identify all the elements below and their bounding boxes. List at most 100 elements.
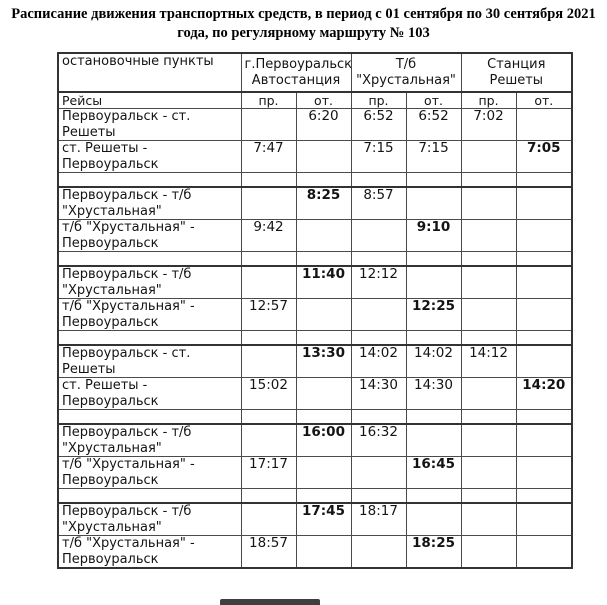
spacer-cell	[295, 172, 352, 188]
time-cell: 18:25	[405, 535, 462, 569]
spacer-row	[57, 330, 573, 346]
time-cell	[295, 377, 352, 410]
time-cell: 7:15	[350, 140, 407, 173]
schedule-row: ст. Решеты - Первоуральск 15:02 14:30 14:30…	[57, 377, 573, 410]
time-cell	[460, 456, 517, 489]
time-cell	[405, 502, 462, 536]
spacer-cell	[350, 488, 407, 504]
schedule-row: Первоуральск - т/б "Хрустальная" 8:25 8:57	[57, 186, 573, 220]
spacer-cell	[405, 488, 462, 504]
spacer-cell	[405, 172, 462, 188]
time-cell	[515, 456, 573, 489]
spacer-cell	[515, 488, 573, 504]
subheader-row: Рейсы пр. от. пр. от. пр. от.	[57, 91, 573, 109]
time-cell: 14:12	[460, 344, 517, 378]
time-cell	[515, 298, 573, 331]
spacer-row	[57, 172, 573, 188]
spacer-cell	[240, 251, 297, 267]
schedule-row: т/б "Хрустальная" - Первоуральск 12:57 12:…	[57, 298, 573, 331]
trip-label-cell: т/б "Хрустальная" - Первоуральск	[57, 219, 242, 252]
spacer-cell	[57, 330, 242, 346]
time-cell: 15:02	[240, 377, 297, 410]
spacer-row	[57, 251, 573, 267]
time-cell: 17:17	[240, 456, 297, 489]
time-cell	[515, 186, 573, 220]
time-cell: 9:42	[240, 219, 297, 252]
time-cell: 14:30	[405, 377, 462, 410]
time-cell	[460, 140, 517, 173]
spacer-row	[57, 409, 573, 425]
time-cell: 16:00	[295, 423, 352, 457]
spacer-row	[57, 488, 573, 504]
time-cell	[460, 186, 517, 220]
time-cell	[240, 344, 297, 378]
time-cell	[240, 423, 297, 457]
spacer-cell	[515, 251, 573, 267]
schedule-row: Первоуральск - т/б "Хрустальная" 16:00 16:…	[57, 423, 573, 457]
spacer-cell	[295, 330, 352, 346]
trip-label-cell: т/б "Хрустальная" - Первоуральск	[57, 298, 242, 331]
trips-label-cell: Рейсы	[57, 91, 242, 109]
time-cell	[350, 456, 407, 489]
spacer-cell	[240, 330, 297, 346]
time-cell	[460, 535, 517, 569]
spacer-cell	[460, 330, 517, 346]
schedule-table: остановочные пункты г.Первоуральск Автос…	[57, 52, 574, 569]
time-cell: 18:57	[240, 535, 297, 569]
spacer-cell	[515, 172, 573, 188]
trip-label-cell: Первоуральск - т/б "Хрустальная"	[57, 186, 242, 220]
spacer-cell	[240, 409, 297, 425]
time-cell	[295, 298, 352, 331]
spacer-cell	[240, 488, 297, 504]
schedule-row: т/б "Хрустальная" - Первоуральск 17:17 16:…	[57, 456, 573, 489]
time-cell	[460, 219, 517, 252]
trip-label-cell: т/б "Хрустальная" - Первоуральск	[57, 535, 242, 569]
page-title-line1: Расписание движения транспортных средств…	[11, 6, 596, 22]
time-cell: 7:05	[515, 140, 573, 173]
schedule-row: Первоуральск - т/б "Хрустальная" 11:40 12:…	[57, 265, 573, 299]
trip-label-cell: т/б "Хрустальная" - Первоуральск	[57, 456, 242, 489]
schedule-row: Первоуральск - ст. Решеты 13:30 14:02 14:02…	[57, 344, 573, 378]
time-cell	[295, 535, 352, 569]
time-cell: 14:30	[350, 377, 407, 410]
trip-label-cell: Первоуральск - т/б "Хрустальная"	[57, 502, 242, 536]
spacer-cell	[350, 330, 407, 346]
departure-subheader: от.	[515, 91, 573, 109]
time-cell: 12:57	[240, 298, 297, 331]
time-cell: 17:45	[295, 502, 352, 536]
spacer-cell	[57, 409, 242, 425]
schedule-row: Первоуральск - т/б "Хрустальная" 17:45 18:…	[57, 502, 573, 536]
spacer-cell	[350, 172, 407, 188]
schedule-row: Первоуральск - ст. Решеты 6:20 6:52 6:52 7:0…	[57, 108, 573, 141]
time-cell	[460, 377, 517, 410]
departure-subheader: от.	[295, 91, 352, 109]
spacer-cell	[460, 488, 517, 504]
spacer-cell	[295, 488, 352, 504]
time-cell: 16:45	[405, 456, 462, 489]
time-cell: 18:17	[350, 502, 407, 536]
spacer-cell	[295, 251, 352, 267]
trip-label-cell: Первоуральск - т/б "Хрустальная"	[57, 423, 242, 457]
time-cell	[405, 423, 462, 457]
time-cell: 6:52	[405, 108, 462, 141]
time-cell: 14:02	[405, 344, 462, 378]
time-cell: 12:25	[405, 298, 462, 331]
spacer-cell	[295, 409, 352, 425]
stop-name-line: Станция	[487, 56, 546, 72]
time-cell	[350, 298, 407, 331]
time-cell	[240, 265, 297, 299]
time-cell	[515, 502, 573, 536]
time-cell: 16:32	[350, 423, 407, 457]
page-title: Расписание движения транспортных средств…	[0, 0, 607, 42]
time-cell	[460, 265, 517, 299]
schedule-row: т/б "Хрустальная" - Первоуральск 9:42 9:10	[57, 219, 573, 252]
trip-label-cell: Первоуральск - т/б "Хрустальная"	[57, 265, 242, 299]
spacer-cell	[57, 251, 242, 267]
time-cell	[295, 456, 352, 489]
time-cell	[515, 219, 573, 252]
spacer-cell	[57, 172, 242, 188]
trip-label-cell: Первоуральск - ст. Решеты	[57, 108, 242, 141]
stop-header-reshety: Станция Решеты	[460, 52, 573, 93]
schedule-row: т/б "Хрустальная" - Первоуральск 18:57 18:…	[57, 535, 573, 569]
time-cell	[515, 344, 573, 378]
